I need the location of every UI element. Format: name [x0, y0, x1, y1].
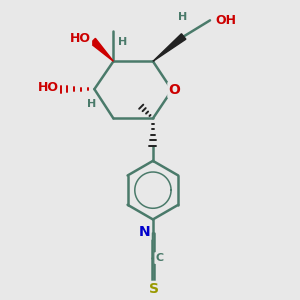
Polygon shape — [90, 38, 113, 61]
Text: C: C — [155, 253, 164, 263]
Text: S: S — [148, 282, 158, 296]
Text: HO: HO — [70, 32, 91, 45]
Text: O: O — [168, 83, 180, 97]
Text: HO: HO — [38, 81, 59, 94]
Text: N: N — [139, 225, 151, 239]
Text: H: H — [87, 99, 96, 109]
Polygon shape — [153, 34, 186, 61]
Text: H: H — [118, 37, 127, 47]
Text: H: H — [178, 12, 187, 22]
Text: OH: OH — [216, 14, 237, 27]
